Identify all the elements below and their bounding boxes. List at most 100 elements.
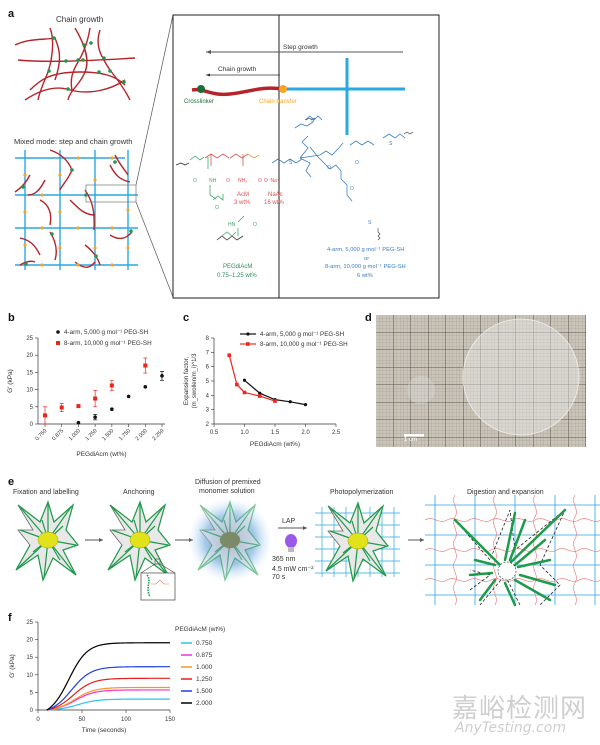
y-tick-label: 4 <box>206 393 210 399</box>
pegdiacm-name: PEGdiAcM <box>223 264 253 270</box>
legend-label: 8-arm, 10,000 g mol⁻¹ PEG-SH <box>260 341 348 348</box>
x-tick-label: 0.5 <box>210 430 219 436</box>
y-tick-label: 15 <box>26 655 33 661</box>
hydrogel-photo <box>376 315 586 447</box>
y-tick-label: 6 <box>206 365 210 371</box>
y-tick-label: 10 <box>26 673 33 679</box>
data-point <box>303 403 308 407</box>
acm-name: AcM <box>237 192 249 198</box>
legend-marker <box>56 341 60 345</box>
step-photopolymerization: Photopolymerization <box>330 489 394 496</box>
condition-wavelength: 365 nm <box>272 556 296 563</box>
chem-o: O <box>258 178 262 184</box>
scale-bar-label: 1 cm <box>404 437 418 443</box>
panel-c-label: c <box>183 312 190 324</box>
y-tick-label: 25 <box>26 620 33 626</box>
x-tick-label: 1.250 <box>85 428 99 442</box>
x-axis-title: PEGdiAcm (wt%) <box>76 451 126 458</box>
data-point <box>93 415 97 419</box>
panel-e-label: e <box>8 476 15 488</box>
condition-intensity: 4.5 mW cm⁻² <box>272 566 314 573</box>
x-tick-label: 1.000 <box>68 428 82 442</box>
chem-nh2: NH₂ <box>238 178 248 184</box>
legend-label: 1.250 <box>196 676 213 683</box>
condition-time: 70 s <box>272 574 286 581</box>
data-point <box>258 391 262 395</box>
data-point <box>288 400 292 404</box>
panel-b-label: b <box>8 312 15 324</box>
mixed-mode-title: Mixed mode: step and chain growth <box>14 137 133 146</box>
chem-s: S <box>368 220 372 226</box>
x-tick-label: 1.0 <box>240 430 249 436</box>
peg-line4: 6 wt% <box>357 273 373 279</box>
chem-o: O <box>215 205 219 211</box>
acm-wt: 3 wt% <box>234 200 251 206</box>
chart-c: 2 3 4 5 6 7 8 0.5 1.0 1.5 2.0 2.5 PEGdiAcm (wt%) Expa… <box>183 331 348 448</box>
step-diffusion-1: Diffusion of premixed <box>195 479 261 486</box>
y-tick-label: 5 <box>30 405 34 411</box>
x-tick-label: 2.250 <box>151 428 165 442</box>
data-point <box>43 413 47 418</box>
panel-d-label: d <box>365 312 372 324</box>
data-point <box>109 383 114 388</box>
y-tick-label: 5 <box>30 690 34 696</box>
data-point <box>273 399 277 403</box>
x-tick-label: 2.5 <box>332 430 341 436</box>
data-point <box>257 394 262 398</box>
data-point <box>76 420 81 425</box>
data-point <box>242 390 247 395</box>
x-axis-title: PEGdiAcm (wt%) <box>250 441 300 448</box>
y-tick-label: 25 <box>26 336 33 342</box>
y-tick-label: 15 <box>26 370 33 376</box>
series-line <box>46 677 171 711</box>
pegdiacm-wt: 0.75–1.25 wt% <box>217 273 257 279</box>
chem-o: O <box>327 165 331 171</box>
x-tick-label: 1.5 <box>271 430 280 436</box>
legend-label: 0.750 <box>196 640 213 647</box>
chart-b: 0 5 10 15 20 25 0.750 0.875 1.000 1.250 1.500 1.750… <box>7 329 165 458</box>
chem-o: O <box>193 178 197 184</box>
chem-o: O <box>350 186 354 192</box>
y-tick-label: 8 <box>206 336 210 342</box>
y-axis-title-line2: (m_swollen/m_i)^1/3 <box>192 353 198 408</box>
data-point <box>110 407 114 412</box>
chem-o: O <box>355 160 359 166</box>
watermark-chinese: 嘉峪检测网 <box>452 694 588 724</box>
watermark-latin: AnyTesting.com <box>455 720 566 736</box>
x-axis-title: Time (seconds) <box>82 727 127 734</box>
legend-label: 8-arm, 10,000 g mol⁻¹ PEG-SH <box>64 340 152 347</box>
chart-f: 0 5 10 15 20 25 0 50 100 150 Time (seconds) G' (kPa… <box>9 620 225 734</box>
chem-s: S <box>389 141 393 147</box>
chem-hn: HN <box>228 222 236 228</box>
legend-label: 4-arm, 5,000 g mol⁻¹ PEG-SH <box>64 329 149 336</box>
y-tick-label: 5 <box>206 379 210 385</box>
x-tick-label: 50 <box>79 717 86 723</box>
expansion-workflow-diagram <box>15 494 600 607</box>
y-axis-title: G' (kPa) <box>9 654 16 678</box>
legend-marker <box>246 342 250 346</box>
chem-ona: O⁻Na⁺ <box>264 178 280 184</box>
chem-s: S <box>311 118 315 124</box>
data-point <box>59 405 64 410</box>
series-line <box>46 666 171 711</box>
chem-o: O <box>226 178 230 184</box>
y-axis-title: G' (kPa) <box>7 369 14 393</box>
series-line <box>46 689 171 711</box>
chain-growth-label: Chain growth <box>218 66 257 73</box>
x-tick-label: 1.750 <box>118 428 132 442</box>
legend-title: PEGdiAcM (wt%) <box>175 626 225 633</box>
y-tick-label: 3 <box>206 408 210 414</box>
y-axis-title-line1: Expansion factor, <box>183 357 190 406</box>
x-tick-label: 0 <box>36 717 40 723</box>
x-tick-label: 150 <box>165 717 176 723</box>
chem-nh: NH <box>209 178 217 184</box>
data-point <box>76 404 81 409</box>
y-tick-label: 7 <box>206 350 210 356</box>
step-digestion: Digestion and expansion <box>467 489 544 496</box>
naac-wt: 16 wt% <box>264 200 284 206</box>
peg-line1: 4-arm, 5,000 g mol⁻¹ PEG-SH <box>327 247 405 253</box>
crosslinker-label: Crosslinker <box>184 99 215 105</box>
legend-marker <box>56 330 60 334</box>
series-line <box>46 698 171 711</box>
x-tick-label: 100 <box>121 717 132 723</box>
